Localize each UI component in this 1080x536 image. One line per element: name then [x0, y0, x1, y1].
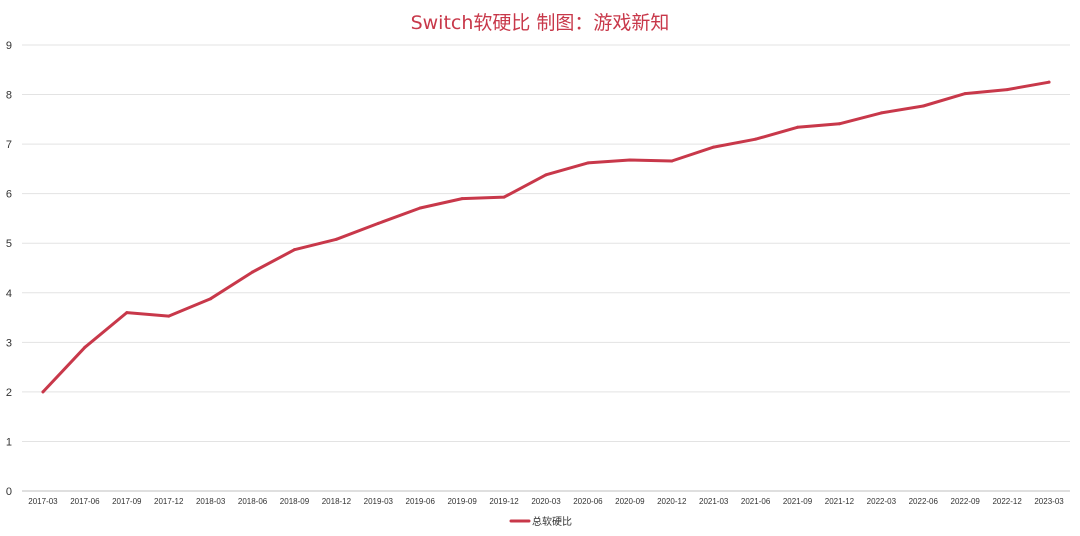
y-tick-label: 1: [6, 436, 12, 448]
x-tick-label: 2019-06: [406, 497, 436, 506]
data-point: [1005, 88, 1009, 92]
series-line: [41, 80, 1051, 394]
data-point: [837, 122, 841, 126]
data-point: [376, 221, 380, 225]
x-tick-label: 2018-12: [322, 497, 352, 506]
data-point: [292, 248, 296, 252]
data-point: [209, 297, 213, 301]
x-tick-label: 2017-12: [154, 497, 184, 506]
data-point: [418, 206, 422, 210]
chart-title: Switch软硬比 制图：游戏新知: [410, 12, 670, 34]
data-point: [921, 104, 925, 108]
data-point: [125, 311, 129, 315]
y-tick-label: 7: [6, 139, 12, 151]
data-point: [754, 137, 758, 141]
data-point: [712, 145, 716, 149]
x-tick-label: 2017-06: [70, 497, 100, 506]
y-tick-label: 3: [6, 337, 12, 349]
x-tick-label: 2018-03: [196, 497, 226, 506]
data-point: [1047, 80, 1051, 84]
data-point: [628, 158, 632, 162]
x-tick-label: 2022-09: [951, 497, 981, 506]
y-tick-label: 4: [6, 288, 12, 300]
x-tick-label: 2023-03: [1034, 497, 1064, 506]
data-point: [963, 92, 967, 96]
x-tick-label: 2019-12: [489, 497, 519, 506]
data-point: [334, 237, 338, 241]
data-point: [460, 197, 464, 201]
data-point: [83, 345, 87, 349]
data-point: [41, 390, 45, 394]
data-point: [586, 161, 590, 165]
data-point: [879, 111, 883, 115]
x-tick-label: 2021-03: [699, 497, 729, 506]
y-tick-label: 9: [6, 40, 12, 52]
x-tick-label: 2022-03: [867, 497, 897, 506]
x-tick-label: 2018-09: [280, 497, 310, 506]
x-tick-label: 2018-06: [238, 497, 268, 506]
x-tick-label: 2022-06: [909, 497, 939, 506]
data-point: [796, 125, 800, 129]
x-tick-label: 2021-09: [783, 497, 813, 506]
y-tick-label: 2: [6, 387, 12, 399]
x-tick-label: 2021-06: [741, 497, 771, 506]
data-point: [544, 173, 548, 177]
x-axis-ticks: 2017-03 2017-06 2017-09 2017-12 2018-03 2018-…: [28, 497, 1064, 506]
data-point: [502, 195, 506, 199]
legend-label: 总软硬比: [532, 515, 572, 528]
y-axis-ticks: 0 1 2 3 4 5 6 7 8 9: [6, 40, 12, 498]
y-tick-label: 8: [6, 90, 12, 102]
x-tick-label: 2017-03: [28, 497, 58, 506]
x-tick-label: 2022-12: [992, 497, 1022, 506]
x-tick-label: 2019-03: [364, 497, 394, 506]
x-tick-label: 2017-09: [112, 497, 142, 506]
data-point: [167, 314, 171, 318]
y-tick-label: 5: [6, 238, 12, 250]
x-tick-label: 2019-09: [447, 497, 477, 506]
y-tick-label: 0: [6, 486, 12, 498]
gridlines: [22, 44, 1070, 492]
legend: 总软硬比: [509, 515, 572, 528]
x-tick-label: 2020-03: [531, 497, 561, 506]
y-tick-label: 6: [6, 189, 12, 201]
x-tick-label: 2020-12: [657, 497, 687, 506]
x-tick-label: 2021-12: [825, 497, 855, 506]
series-layer: [41, 80, 1051, 394]
data-point: [251, 270, 255, 274]
x-tick-label: 2020-09: [615, 497, 645, 506]
data-point: [670, 159, 674, 163]
x-tick-label: 2020-06: [573, 497, 603, 506]
